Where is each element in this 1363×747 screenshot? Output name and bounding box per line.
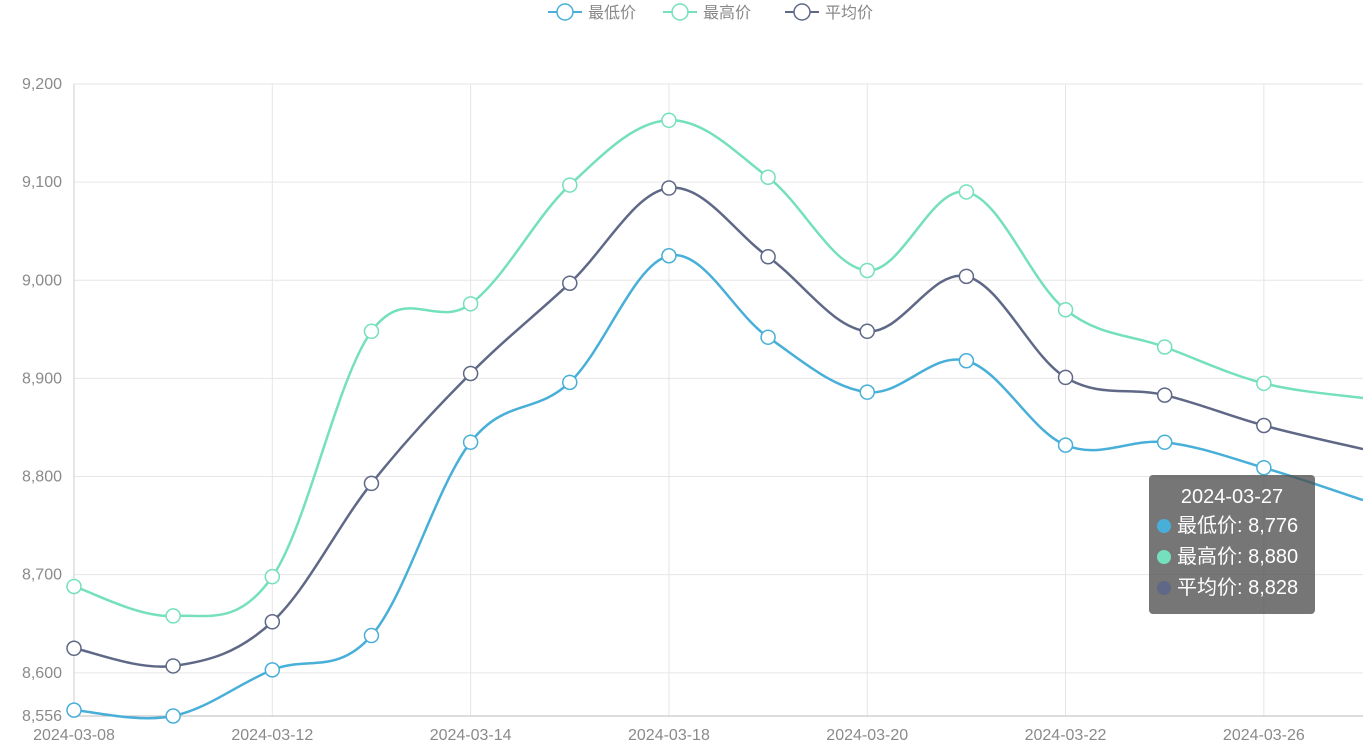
tooltip-label-high: 最高价: 8,880 xyxy=(1177,546,1299,568)
legend: 最低价 最高价 平均价 xyxy=(548,3,873,22)
data-point[interactable] xyxy=(264,662,281,678)
tooltip-row-low: 最低价: 8,776 xyxy=(1157,511,1315,542)
series-line xyxy=(73,119,1363,618)
legend-marker xyxy=(556,3,574,21)
legend-label: 平均价 xyxy=(825,4,873,22)
data-point[interactable] xyxy=(1256,459,1272,476)
y-tick-label: 9,100 xyxy=(22,174,62,191)
data-point[interactable] xyxy=(562,177,578,193)
data-point[interactable] xyxy=(66,578,82,595)
axes: 9,200 9,100 9,000 8,900 8,800 8,700 8,600 8,556… xyxy=(22,76,1363,744)
data-point[interactable] xyxy=(859,262,875,279)
data-point[interactable] xyxy=(562,275,578,291)
data-point[interactable] xyxy=(1256,417,1272,434)
tooltip-row-high: 最高价: 8,880 xyxy=(1157,542,1315,573)
tooltip-dot-avg xyxy=(1157,581,1171,595)
legend-item[interactable]: 最低价 xyxy=(548,3,636,22)
series-line xyxy=(73,253,1363,720)
x-tick-label: 2024-03-26 xyxy=(1223,727,1305,744)
legend-label: 最低价 xyxy=(588,4,636,22)
data-point[interactable] xyxy=(165,658,181,674)
x-tick-label: 2024-03-08 xyxy=(33,727,115,744)
legend-marker xyxy=(793,3,811,21)
data-point[interactable] xyxy=(1057,437,1074,453)
legend-marker xyxy=(671,3,689,21)
legend-item[interactable]: 最高价 xyxy=(663,3,751,22)
tooltip-dot-low xyxy=(1157,519,1171,533)
y-tick-label: 8,600 xyxy=(22,665,62,682)
y-tick-label: 8,900 xyxy=(22,370,62,387)
data-point[interactable] xyxy=(1156,434,1173,450)
data-point[interactable] xyxy=(66,702,82,718)
data-point[interactable] xyxy=(661,247,677,264)
series-2 xyxy=(66,180,1363,674)
data-point[interactable] xyxy=(264,568,281,585)
data-point[interactable] xyxy=(958,352,975,369)
y-tick-label: 9,000 xyxy=(22,272,62,289)
series-0 xyxy=(66,247,1363,724)
series-line xyxy=(73,186,1363,668)
x-tick-label: 2024-03-22 xyxy=(1025,727,1107,744)
data-point[interactable] xyxy=(958,268,975,285)
tooltip: 2024-03-27 最低价: 8,776 最高价: 8,880 平均价: 8,… xyxy=(1149,475,1315,614)
tooltip-row-avg: 平均价: 8,828 xyxy=(1157,573,1315,604)
data-point[interactable] xyxy=(760,248,776,265)
data-point[interactable] xyxy=(661,112,677,129)
series-1 xyxy=(66,112,1363,624)
data-point[interactable] xyxy=(363,475,380,492)
data-point[interactable] xyxy=(958,184,975,200)
data-point[interactable] xyxy=(859,384,875,400)
data-point[interactable] xyxy=(1057,301,1074,318)
legend-label: 最高价 xyxy=(703,4,751,22)
legend-item[interactable]: 平均价 xyxy=(785,3,873,22)
data-point[interactable] xyxy=(462,296,479,312)
tooltip-label-low: 最低价: 8,776 xyxy=(1177,515,1299,537)
data-point[interactable] xyxy=(760,169,776,185)
tooltip-date: 2024-03-27 xyxy=(1180,486,1284,508)
data-point[interactable] xyxy=(562,374,578,391)
data-point[interactable] xyxy=(1156,387,1173,403)
data-point[interactable] xyxy=(1256,375,1272,392)
y-tick-label: 9,200 xyxy=(22,76,62,93)
x-tick-label: 2024-03-12 xyxy=(231,727,313,744)
data-point[interactable] xyxy=(363,323,380,340)
data-point[interactable] xyxy=(165,608,181,624)
y-tick-label: 8,800 xyxy=(22,469,62,486)
series-layer xyxy=(66,112,1363,724)
x-tick-label: 2024-03-20 xyxy=(826,727,908,744)
data-point[interactable] xyxy=(661,180,677,196)
x-tick-label: 2024-03-18 xyxy=(628,727,710,744)
data-point[interactable] xyxy=(462,365,479,382)
data-point[interactable] xyxy=(462,434,479,450)
data-point[interactable] xyxy=(264,614,281,630)
y-tick-label: 8,556 xyxy=(22,708,62,725)
data-point[interactable] xyxy=(760,329,776,345)
tooltip-label-avg: 平均价: 8,828 xyxy=(1177,577,1299,599)
data-point[interactable] xyxy=(363,627,380,644)
tooltip-dot-high xyxy=(1157,550,1171,564)
x-tick-label: 2024-03-14 xyxy=(430,727,512,744)
data-point[interactable] xyxy=(66,640,82,657)
y-tick-label: 8,700 xyxy=(22,567,62,584)
data-point[interactable] xyxy=(1156,339,1173,355)
data-point[interactable] xyxy=(859,323,875,340)
data-point[interactable] xyxy=(1057,369,1074,386)
data-point[interactable] xyxy=(165,708,181,724)
